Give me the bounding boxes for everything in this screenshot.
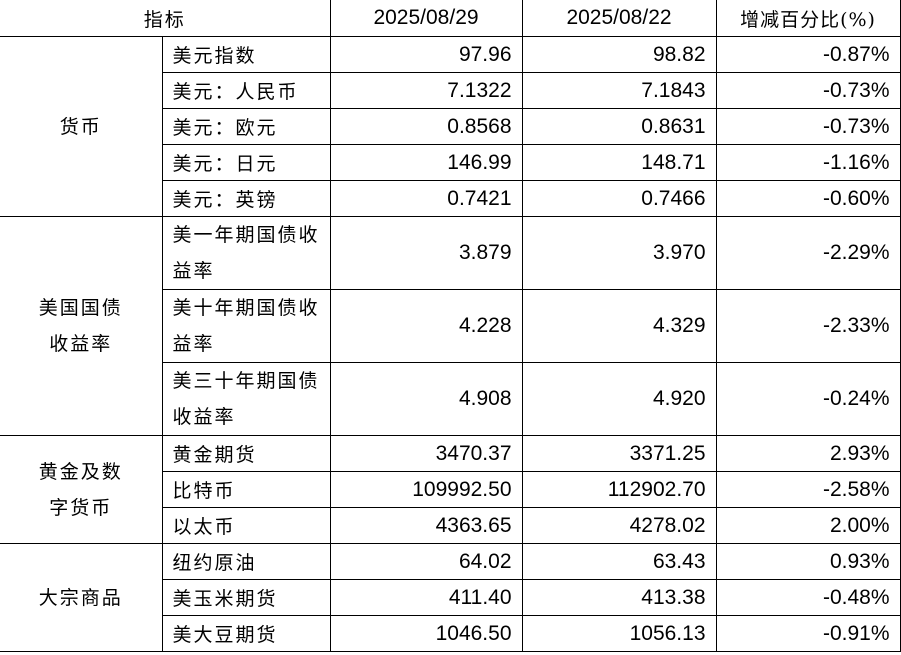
value-date2: 4278.02 [521, 507, 717, 544]
name-cell: 美元：英镑 [162, 180, 331, 217]
value-date2: 3.970 [521, 216, 717, 290]
change-cell: 2.00% [715, 507, 901, 544]
value-date2: 4.920 [521, 362, 717, 436]
value-date1: 146.99 [329, 144, 523, 181]
value-date2: 148.71 [521, 144, 717, 181]
name-cell: 美三十年期国债收益率 [162, 362, 331, 436]
value-date1: 4363.65 [329, 507, 523, 544]
name-cell: 美元指数 [161, 36, 331, 73]
header-date1: 2025/08/29 [329, 0, 523, 37]
value-date1: 411.40 [329, 579, 523, 616]
header-date2: 2025/08/22 [521, 0, 717, 37]
change-cell: -0.87% [715, 36, 901, 73]
value-date1: 4.908 [329, 362, 523, 436]
change-cell: -0.73% [715, 108, 901, 145]
value-date2: 112902.70 [521, 471, 717, 508]
value-date1: 3470.37 [329, 435, 523, 472]
value-date2: 1056.13 [521, 615, 717, 652]
category-cell: 货币 [0, 36, 163, 217]
name-cell: 美元：欧元 [162, 108, 331, 145]
table-row: 大宗商品 纽约原油 64.02 63.43 0.93% [0, 543, 901, 652]
value-date2: 4.329 [521, 289, 717, 363]
name-cell: 美玉米期货 [162, 579, 331, 616]
name-cell: 美元：人民币 [162, 72, 331, 109]
value-date1: 7.1322 [329, 72, 523, 109]
value-date2: 63.43 [521, 543, 717, 580]
change-cell: -1.16% [715, 144, 901, 181]
name-cell: 美大豆期货 [162, 615, 331, 652]
category-cell: 大宗商品 [0, 543, 163, 652]
value-date1: 4.228 [329, 289, 523, 363]
value-date2: 413.38 [521, 579, 717, 616]
value-date1: 1046.50 [329, 615, 523, 652]
name-cell: 以太币 [162, 507, 331, 544]
name-cell: 美一年期国债收益率 [161, 216, 331, 290]
table-row: 美十年期国债收益率 4.228 4.329 -2.33% [0, 289, 901, 363]
value-date1: 97.96 [329, 36, 523, 73]
table-row: 美国国债收益率 美一年期国债收益率 3.879 3.970 -2.29% [0, 216, 901, 436]
value-date2: 0.8631 [521, 108, 717, 145]
value-date1: 64.02 [329, 543, 523, 580]
table-row: 美三十年期国债收益率 4.908 4.920 -0.24% [0, 362, 901, 436]
table-row: 比特币 109992.50 112902.70 -2.58% [0, 471, 901, 508]
change-cell: -0.24% [715, 362, 901, 436]
name-cell: 美元：日元 [162, 144, 331, 181]
change-cell: -2.29% [715, 216, 901, 290]
change-cell: -2.58% [715, 471, 901, 508]
name-cell: 美十年期国债收益率 [162, 289, 331, 363]
name-cell: 纽约原油 [161, 543, 331, 580]
value-date2: 98.82 [521, 36, 717, 73]
change-cell: -0.60% [715, 180, 901, 217]
value-date1: 0.7421 [329, 180, 523, 217]
header-change: 增减百分比(%) [715, 0, 901, 37]
value-date2: 7.1843 [521, 72, 717, 109]
value-date1: 3.879 [329, 216, 523, 290]
change-cell: -2.33% [715, 289, 901, 363]
table-row: 黄金及数字货币 黄金期货 3470.37 3371.25 2.93% [0, 435, 901, 544]
value-date1: 109992.50 [329, 471, 523, 508]
category-cell: 黄金及数字货币 [0, 435, 163, 544]
value-date2: 0.7466 [521, 180, 717, 217]
change-cell: -0.73% [715, 72, 901, 109]
header-row: 指标 2025/08/29 2025/08/22 增减百分比(%) [0, 0, 901, 37]
header-indicator: 指标 [0, 0, 331, 37]
name-cell: 比特币 [162, 471, 331, 508]
table-row: 货币 美元指数 97.96 98.82 -0.87% [0, 36, 901, 217]
table-row: 美大豆期货 1046.50 1056.13 -0.91% [0, 615, 901, 652]
change-cell: 0.93% [715, 543, 901, 580]
table-row: 美玉米期货 411.40 413.38 -0.48% [0, 579, 901, 616]
name-cell: 黄金期货 [161, 435, 331, 472]
table-row: 美元：日元 146.99 148.71 -1.16% [0, 144, 901, 181]
change-cell: -0.48% [715, 579, 901, 616]
value-date1: 0.8568 [329, 108, 523, 145]
change-cell: -0.91% [715, 615, 901, 652]
category-cell: 美国国债收益率 [0, 216, 163, 436]
change-cell: 2.93% [715, 435, 901, 472]
value-date2: 3371.25 [521, 435, 717, 472]
